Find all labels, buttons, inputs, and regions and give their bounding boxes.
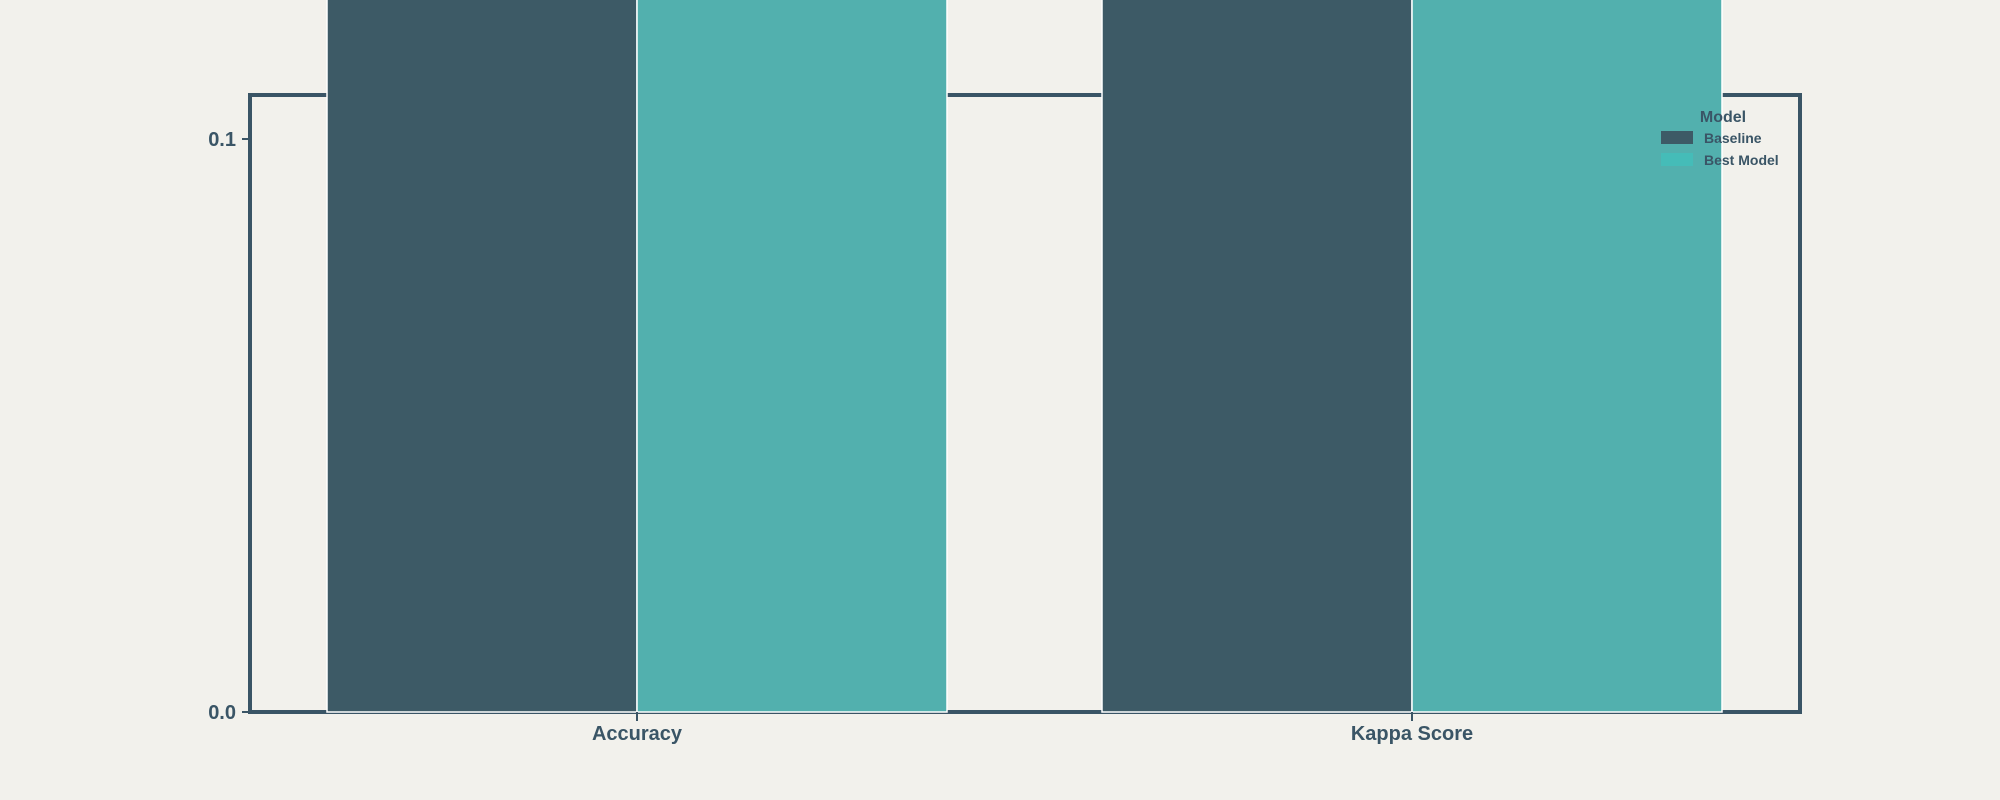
y-axis: 0.00.10.20.30.4 [208, 129, 250, 724]
legend-swatch-best-model [1661, 153, 1693, 166]
bar-baseline-accuracy [326, 0, 638, 713]
bars-group [326, 0, 1723, 713]
x-category-label: Kappa Score [1351, 723, 1473, 745]
plot-frame [248, 93, 1802, 714]
legend-swatch-baseline [1661, 131, 1693, 144]
y-tick-label: 0.1 [208, 129, 236, 151]
y-tick-label: 0.0 [208, 702, 236, 724]
legend-label-best-model: Best Model [1704, 152, 1779, 168]
bar-best-model-kappa-score [1411, 0, 1723, 713]
x-category-label: Accuracy [592, 723, 683, 745]
legend-title: Model [1700, 109, 1746, 126]
legend: Model Baseline Best Model [1661, 109, 1779, 168]
legend-label-baseline: Baseline [1704, 130, 1762, 146]
bar-best-model-accuracy [636, 0, 948, 713]
bar-baseline-kappa-score [1101, 0, 1413, 713]
x-axis: Accuracy Kappa Score [592, 712, 1473, 745]
